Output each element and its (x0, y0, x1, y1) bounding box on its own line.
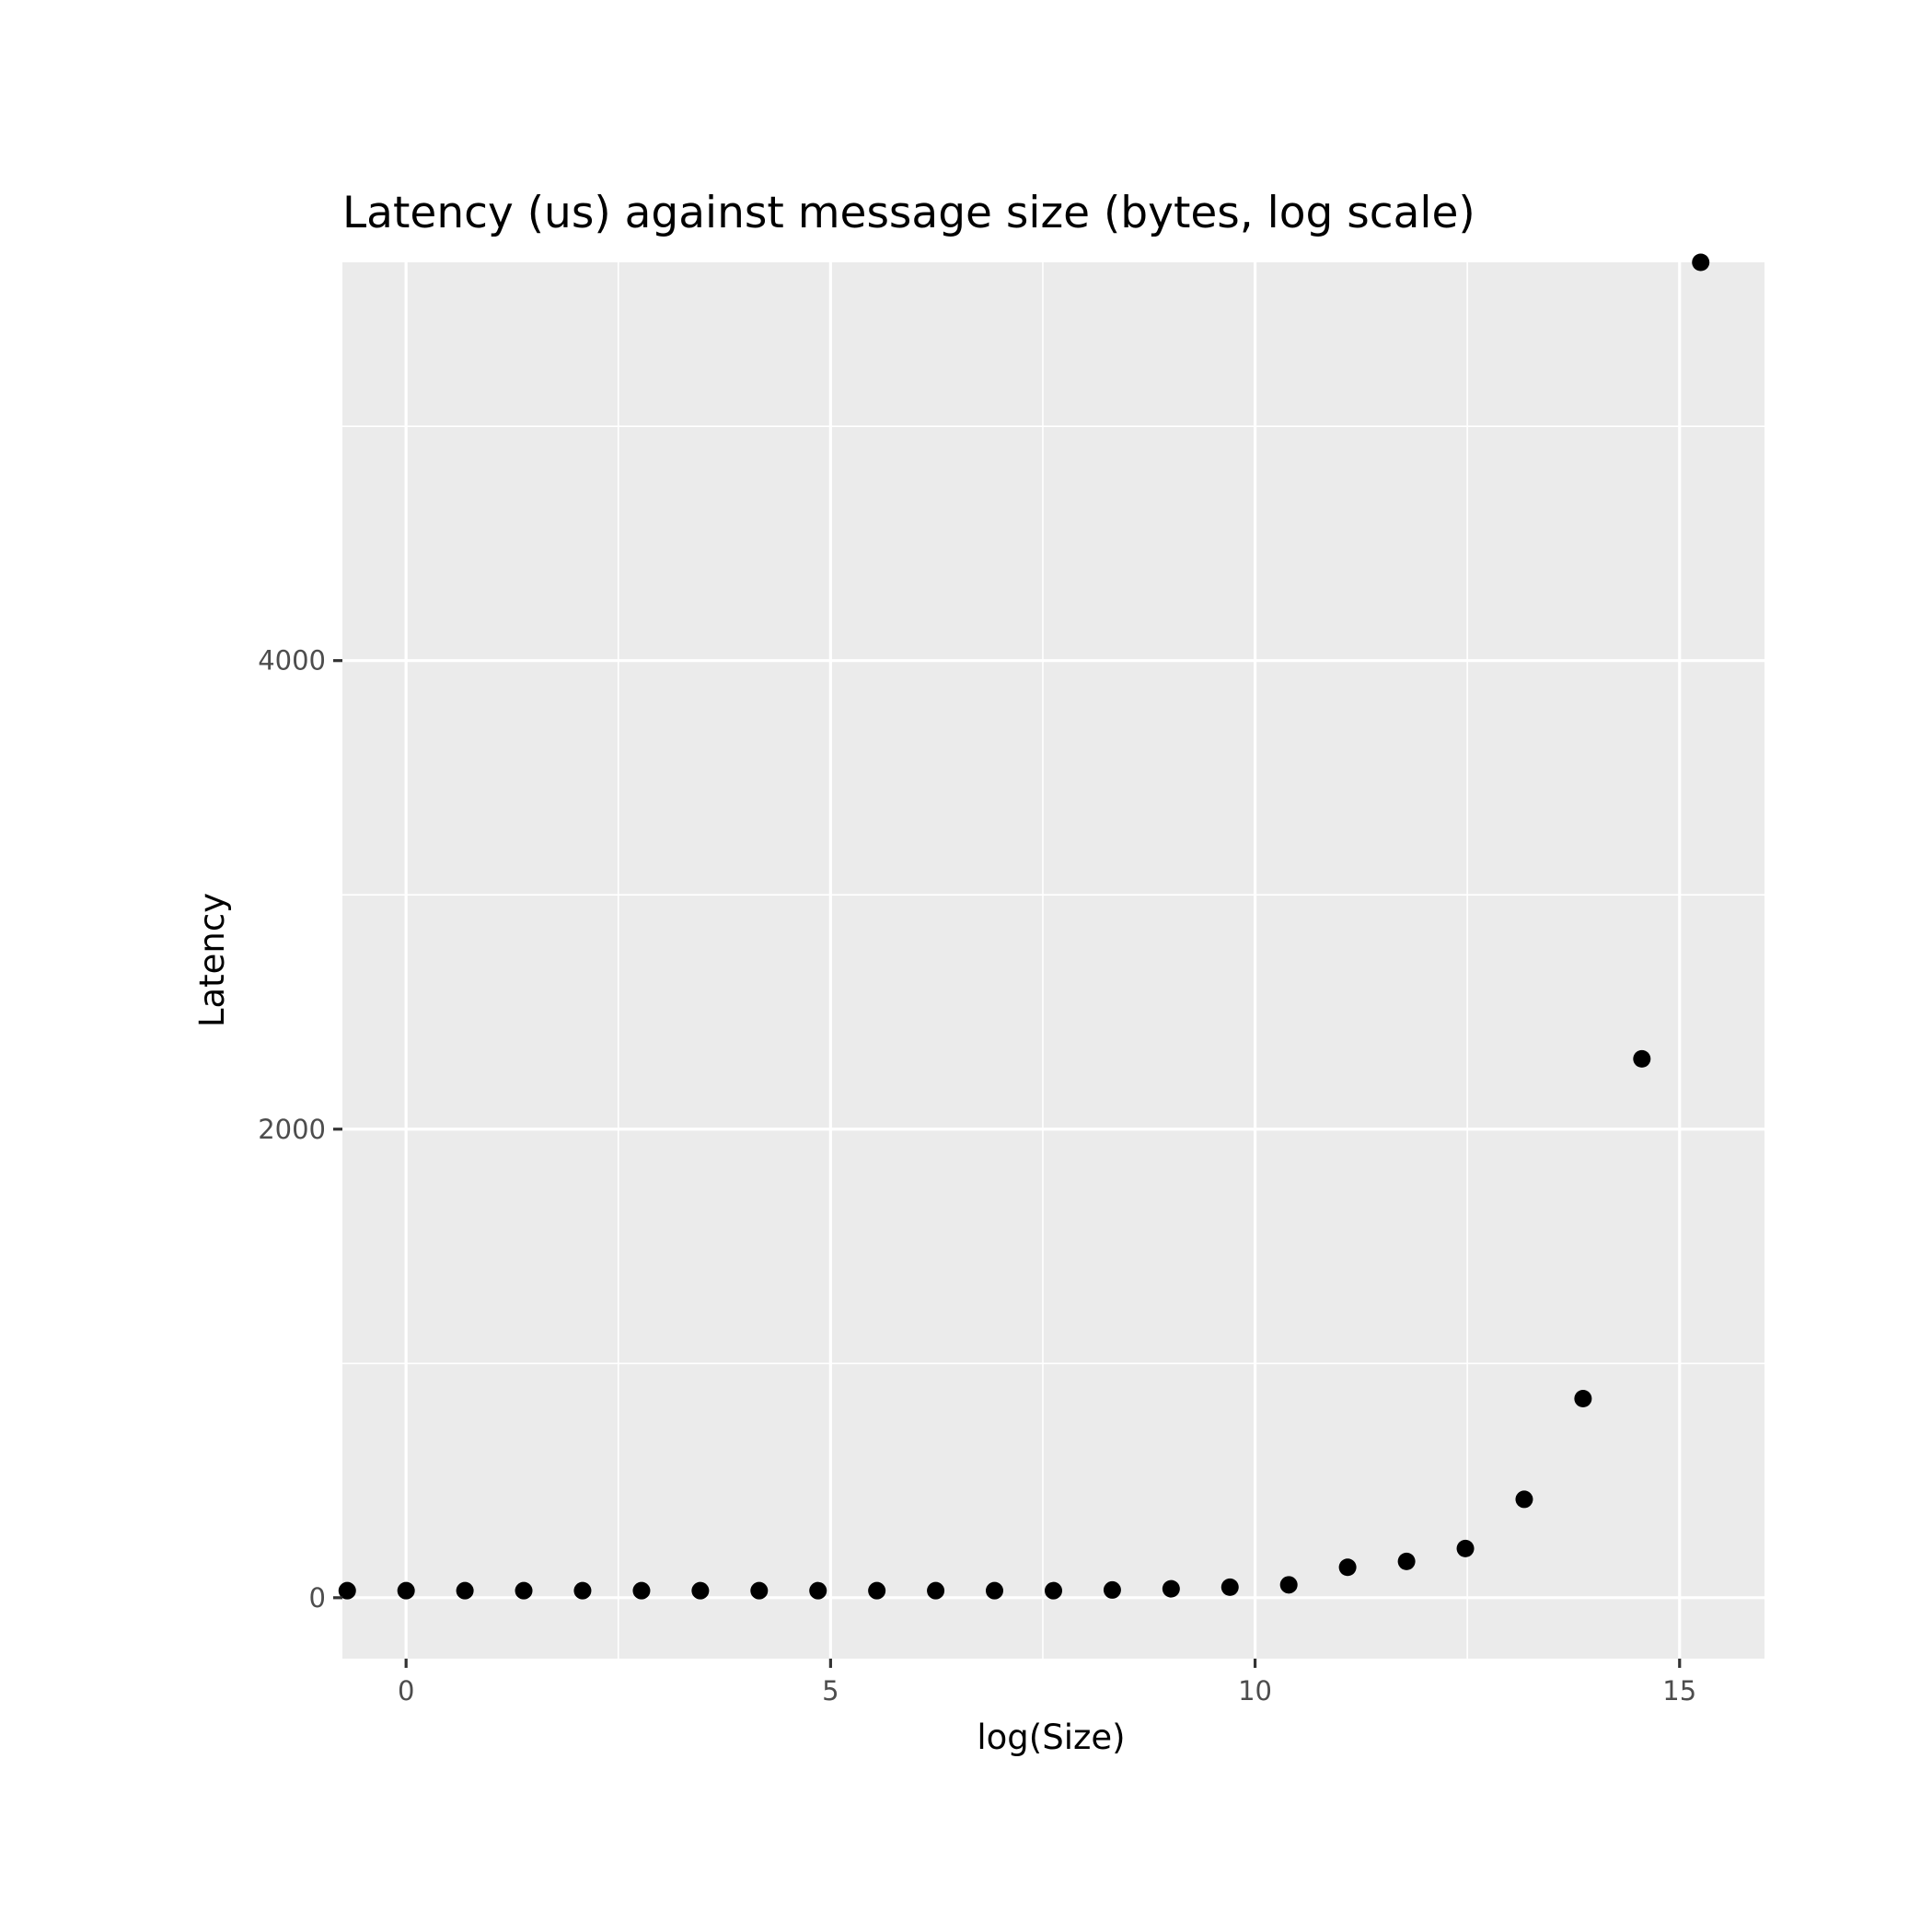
y-tick-label: 0 (309, 1582, 326, 1614)
y-axis: 0 2000 4000 (258, 645, 342, 1614)
data-point (338, 1581, 356, 1600)
x-tick-label: 10 (1238, 1675, 1272, 1706)
data-point (515, 1581, 533, 1600)
data-point (750, 1581, 769, 1600)
y-axis-title: Latency (192, 893, 232, 1027)
data-point (1456, 1539, 1475, 1557)
data-point (1045, 1581, 1062, 1600)
data-point (1574, 1389, 1592, 1407)
data-points (338, 253, 1710, 1600)
data-point (456, 1581, 474, 1600)
plot-panel (342, 262, 1764, 1659)
data-point (397, 1581, 415, 1600)
data-point (1633, 1049, 1651, 1068)
data-point (1338, 1558, 1357, 1577)
data-point (985, 1581, 1003, 1600)
data-point (1279, 1576, 1298, 1594)
data-point (927, 1581, 945, 1600)
chart-title: Latency (us) against message size (bytes… (342, 188, 1475, 238)
data-point (1515, 1490, 1533, 1509)
data-point (691, 1581, 710, 1600)
data-point (1103, 1580, 1121, 1599)
data-point (1692, 253, 1710, 272)
data-point (1162, 1579, 1180, 1598)
x-axis: 0 5 10 15 (398, 1659, 1696, 1706)
data-point (809, 1581, 827, 1600)
data-point (1397, 1552, 1416, 1570)
x-tick-label: 15 (1662, 1675, 1696, 1706)
x-tick-label: 5 (822, 1675, 839, 1706)
minor-gridlines (342, 262, 1764, 1659)
x-tick-label: 0 (398, 1675, 414, 1706)
data-point (573, 1581, 592, 1600)
data-point (868, 1581, 886, 1600)
data-point (1221, 1578, 1239, 1596)
y-tick-label: 2000 (258, 1114, 326, 1145)
data-point (632, 1581, 651, 1600)
y-tick-label: 4000 (258, 645, 326, 677)
x-axis-title: log(Size) (977, 1718, 1125, 1757)
